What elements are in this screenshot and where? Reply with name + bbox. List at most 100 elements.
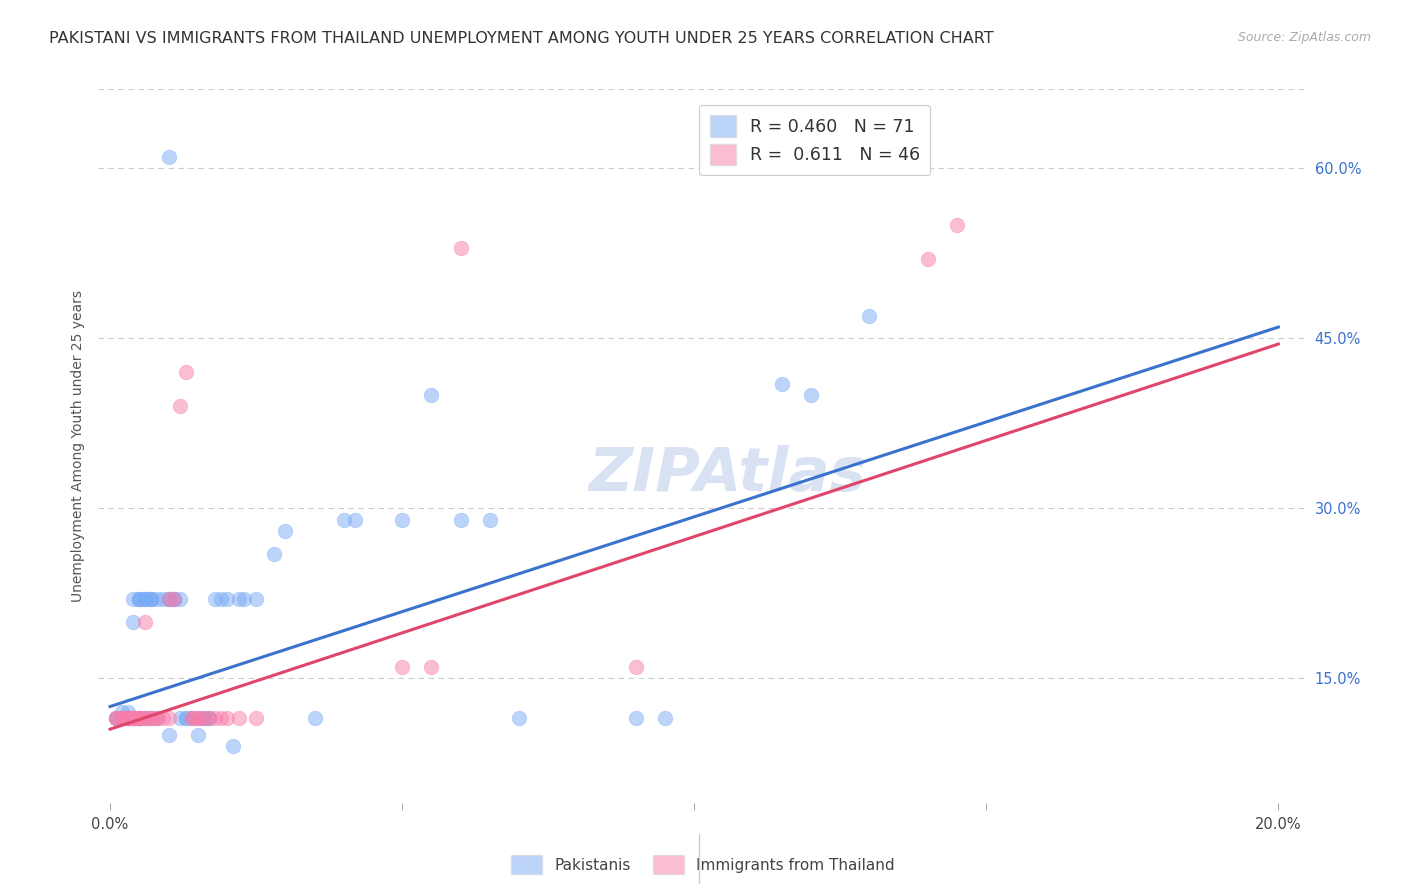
Point (146, 711, 169, 725)
Point (245, 711, 267, 725)
Point (946, 218, 969, 232)
Point (917, 252, 939, 266)
Legend: R = 0.460   N = 71, R =  0.611   N = 46: R = 0.460 N = 71, R = 0.611 N = 46 (699, 105, 931, 175)
Point (209, 711, 232, 725)
Point (111, 711, 134, 725)
Point (157, 728, 180, 742)
Point (117, 711, 139, 725)
Legend: Pakistanis, Immigrants from Thailand: Pakistanis, Immigrants from Thailand (505, 849, 901, 880)
Point (139, 591, 162, 606)
Point (157, 591, 180, 606)
Point (233, 591, 256, 606)
Point (770, 376, 793, 391)
Point (450, 241, 472, 255)
Point (139, 711, 162, 725)
Point (111, 711, 134, 725)
Point (163, 591, 186, 606)
Point (157, 150, 180, 164)
Point (187, 711, 209, 725)
Point (274, 524, 297, 538)
Point (134, 615, 156, 629)
Point (169, 400, 191, 414)
Point (122, 711, 145, 725)
Point (117, 711, 139, 725)
Point (134, 711, 156, 725)
Point (139, 711, 162, 725)
Point (128, 711, 150, 725)
Point (122, 711, 145, 725)
Point (624, 660, 647, 674)
Point (228, 591, 250, 606)
Point (180, 711, 202, 725)
Point (180, 711, 202, 725)
Point (128, 591, 150, 606)
Point (152, 591, 174, 606)
Point (198, 711, 221, 725)
Point (122, 615, 145, 629)
Point (128, 711, 150, 725)
Point (128, 711, 150, 725)
Text: ZIPAtlas: ZIPAtlas (588, 445, 866, 504)
Point (228, 711, 250, 725)
Point (117, 711, 139, 725)
Point (152, 711, 174, 725)
Point (122, 711, 145, 725)
Point (134, 711, 156, 725)
Point (198, 711, 221, 725)
Point (104, 711, 127, 725)
Point (624, 711, 647, 725)
Point (304, 711, 326, 725)
Point (169, 711, 191, 725)
Point (134, 711, 156, 725)
Point (174, 365, 197, 379)
Text: Source: ZipAtlas.com: Source: ZipAtlas.com (1237, 31, 1371, 45)
Point (134, 591, 156, 606)
Point (111, 711, 134, 725)
Point (104, 711, 127, 725)
Point (117, 711, 139, 725)
Point (122, 711, 145, 725)
Point (134, 591, 156, 606)
Point (146, 711, 169, 725)
Point (209, 591, 232, 606)
Point (117, 711, 139, 725)
Point (858, 309, 880, 323)
Point (128, 711, 150, 725)
Point (215, 711, 238, 725)
Point (187, 711, 209, 725)
Point (111, 711, 134, 725)
Point (122, 591, 145, 606)
Y-axis label: Unemployment Among Youth under 25 years: Unemployment Among Youth under 25 years (70, 290, 84, 602)
Point (204, 591, 226, 606)
Point (332, 513, 354, 527)
Point (139, 711, 162, 725)
Text: PAKISTANI VS IMMIGRANTS FROM THAILAND UNEMPLOYMENT AMONG YOUTH UNDER 25 YEARS CO: PAKISTANI VS IMMIGRANTS FROM THAILAND UN… (49, 31, 994, 46)
Point (263, 547, 285, 561)
Point (157, 591, 180, 606)
Point (157, 711, 180, 725)
Point (193, 711, 215, 725)
Point (187, 728, 209, 742)
Point (139, 591, 162, 606)
Point (128, 711, 150, 725)
Point (117, 711, 139, 725)
Point (117, 711, 139, 725)
Point (800, 388, 823, 402)
Point (122, 711, 145, 725)
Point (174, 711, 197, 725)
Point (128, 591, 150, 606)
Point (391, 513, 413, 527)
Point (128, 711, 150, 725)
Point (193, 711, 215, 725)
Point (163, 591, 186, 606)
Point (117, 711, 139, 725)
Point (139, 591, 162, 606)
Point (134, 591, 156, 606)
Point (169, 591, 191, 606)
Point (104, 711, 127, 725)
Point (174, 711, 197, 725)
Point (215, 591, 238, 606)
Point (344, 513, 367, 527)
Point (146, 711, 169, 725)
Point (117, 705, 139, 719)
